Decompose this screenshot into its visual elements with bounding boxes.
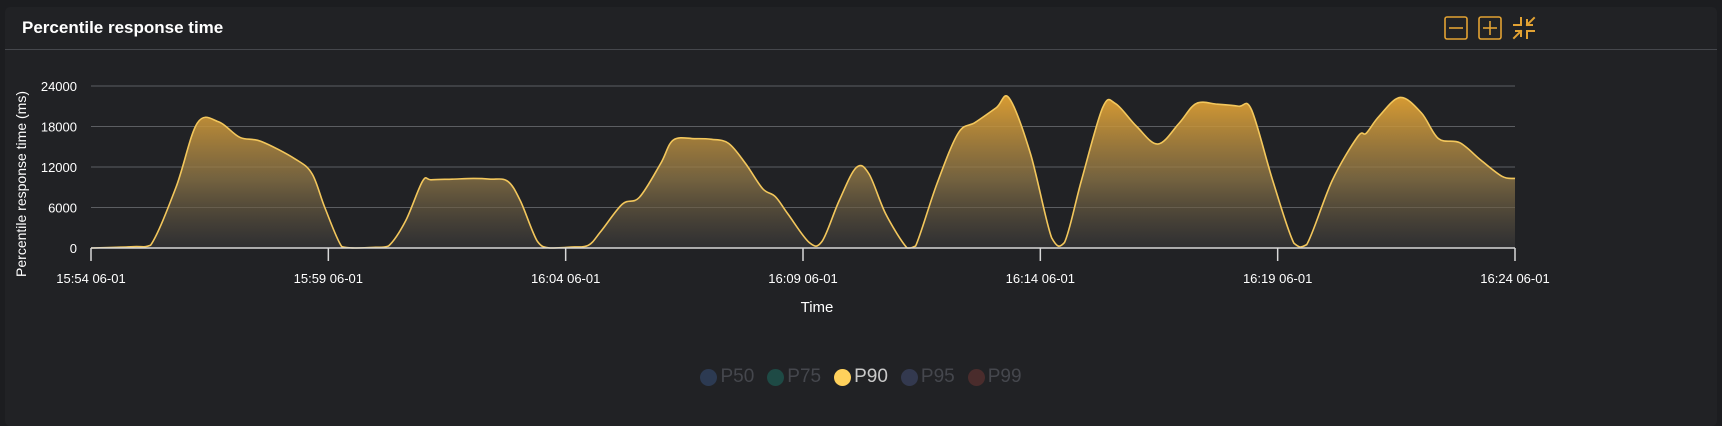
x-tick-label: 16:09 06-01 <box>768 271 837 286</box>
legend-dot <box>767 368 785 386</box>
y-axis-ticks: 0 6000 12000 18000 24000 <box>41 79 77 256</box>
y-tick-label: 18000 <box>41 120 77 135</box>
x-tick-label: 15:54 06-01 <box>56 271 125 286</box>
x-tick-label: 16:19 06-01 <box>1243 271 1312 286</box>
legend-dot <box>900 368 918 386</box>
legend-item-p50[interactable]: P50 <box>700 366 754 388</box>
y-tick-label: 24000 <box>41 79 77 94</box>
y-tick-label: 0 <box>70 241 77 256</box>
legend-label: P99 <box>987 366 1022 387</box>
collapse-arrows-icon <box>1512 16 1536 40</box>
legend-label: P95 <box>920 366 955 387</box>
chart-legend: P50 P75 P90 P95 P99 <box>5 366 1717 388</box>
y-axis-label: Percentile response time (ms) <box>13 91 29 277</box>
legend-dot <box>700 368 718 386</box>
legend-label: P50 <box>720 366 755 387</box>
panel-header: Percentile response time <box>5 7 1717 50</box>
series-area <box>90 95 1516 249</box>
percentile-response-time-panel: Percentile response time <box>5 7 1717 426</box>
fullscreen-exit-button[interactable] <box>1511 15 1537 41</box>
minus-box-icon <box>1444 16 1468 40</box>
y-tick-label: 6000 <box>48 201 77 216</box>
x-tick-label: 16:24 06-01 <box>1480 271 1549 286</box>
percentile-area-chart: 0 6000 12000 18000 24000 15:54 06-01 15:59 06… <box>13 79 1550 316</box>
legend-item-p75[interactable]: P75 <box>767 366 821 388</box>
p90-area <box>91 95 1515 248</box>
legend-label: P75 <box>787 366 822 387</box>
y-tick-label: 12000 <box>41 160 77 175</box>
x-tick-label: 16:04 06-01 <box>531 271 600 286</box>
panel-title: Percentile response time <box>22 18 224 37</box>
legend-item-p90[interactable]: P90 <box>834 366 888 388</box>
x-tick-label: 16:14 06-01 <box>1006 271 1075 286</box>
legend-item-p95[interactable]: P95 <box>900 366 955 388</box>
collapse-button[interactable] <box>1443 15 1469 41</box>
plus-box-icon <box>1478 16 1502 40</box>
legend-dot <box>834 368 852 386</box>
legend-item-p99[interactable]: P99 <box>967 366 1022 388</box>
expand-button[interactable] <box>1477 15 1503 41</box>
x-axis-ticks: 15:54 06-01 15:59 06-01 16:04 06-01 16:09 0… <box>56 248 1550 286</box>
legend-label: P90 <box>854 366 888 387</box>
x-axis-label: Time <box>801 299 834 316</box>
legend-dot <box>967 368 985 386</box>
x-tick-label: 15:59 06-01 <box>294 271 363 286</box>
